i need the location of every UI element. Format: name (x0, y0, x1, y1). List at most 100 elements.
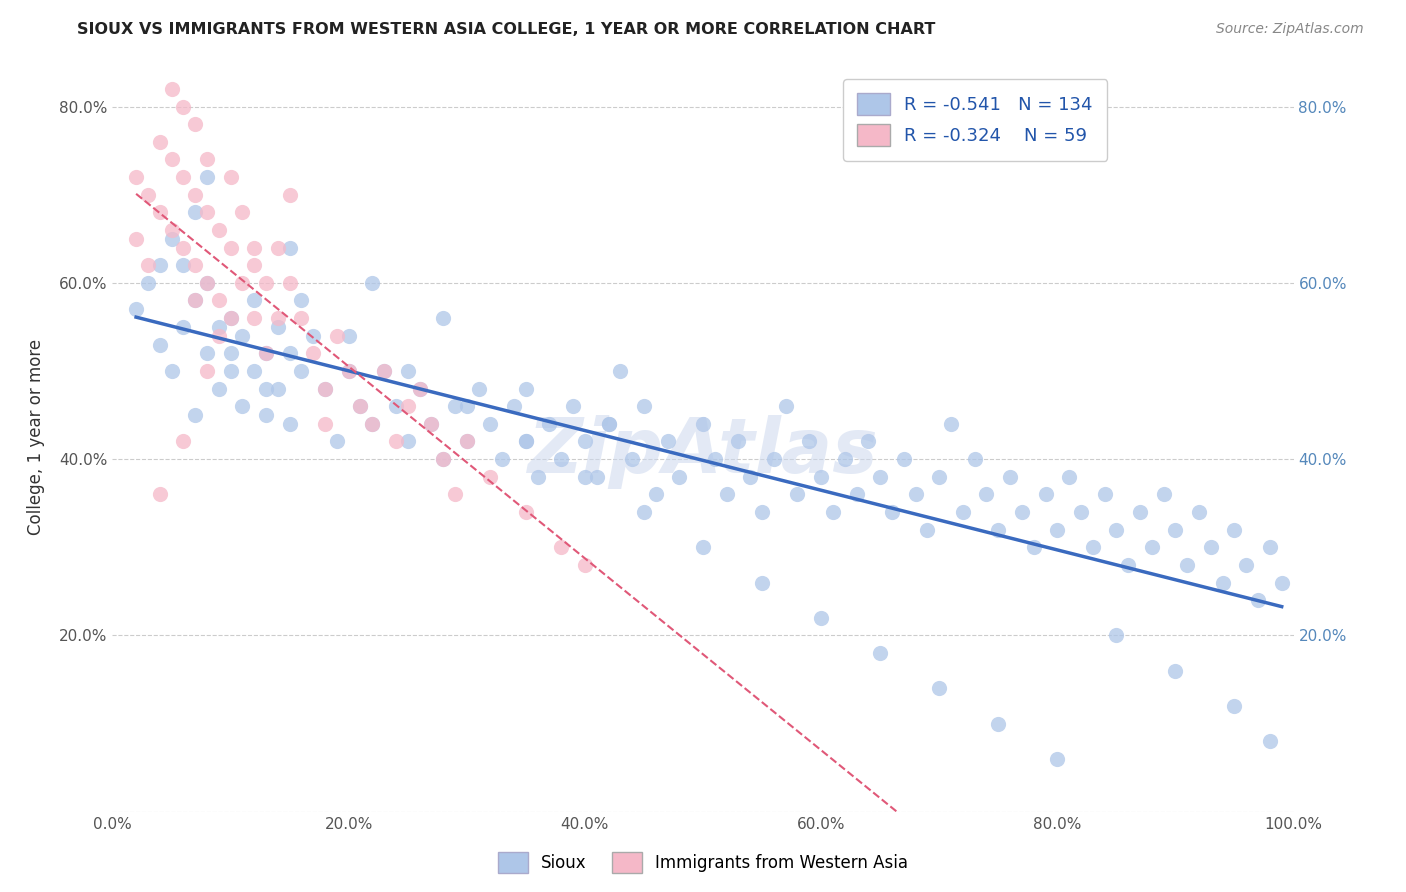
Point (231, 205, 253, 219)
Point (444, 399, 467, 413)
Point (302, 328, 325, 343)
Legend: Sioux, Immigrants from Western Asia: Sioux, Immigrants from Western Asia (491, 846, 915, 880)
Point (160, 232, 183, 246)
Point (420, 417, 443, 431)
Point (869, 646, 891, 660)
Point (160, 82, 183, 96)
Point (456, 434, 478, 449)
Point (361, 276, 384, 290)
Point (668, 469, 690, 483)
Point (503, 399, 526, 413)
Point (184, 293, 207, 308)
Point (574, 434, 596, 449)
Point (598, 417, 620, 431)
Point (574, 558, 596, 572)
Point (692, 541, 714, 555)
Point (184, 293, 207, 308)
Point (963, 452, 986, 467)
Point (467, 382, 489, 396)
Point (243, 364, 266, 378)
Point (834, 452, 856, 467)
Point (858, 434, 880, 449)
Point (821, 505, 844, 519)
Point (456, 399, 478, 413)
Point (644, 487, 666, 501)
Point (1046, 523, 1069, 537)
Point (1129, 505, 1152, 519)
Point (219, 311, 242, 326)
Point (231, 399, 253, 413)
Point (1223, 523, 1246, 537)
Point (1271, 575, 1294, 590)
Point (1247, 593, 1270, 607)
Point (633, 505, 655, 519)
Point (337, 328, 360, 343)
Point (976, 487, 998, 501)
Point (1212, 575, 1234, 590)
Point (208, 293, 231, 308)
Point (585, 469, 607, 483)
Point (385, 434, 408, 449)
Point (149, 337, 172, 351)
Point (208, 328, 231, 343)
Point (845, 487, 868, 501)
Point (1258, 734, 1281, 748)
Point (1011, 505, 1033, 519)
Point (762, 452, 785, 467)
Point (290, 364, 312, 378)
Point (361, 417, 384, 431)
Point (160, 364, 183, 378)
Point (1140, 541, 1163, 555)
Point (657, 434, 679, 449)
Point (243, 241, 266, 255)
Point (231, 276, 253, 290)
Point (278, 346, 301, 360)
Point (621, 452, 644, 467)
Point (172, 258, 194, 272)
Point (1081, 541, 1104, 555)
Point (254, 408, 277, 422)
Point (254, 276, 277, 290)
Point (609, 364, 631, 378)
Point (396, 364, 419, 378)
Point (538, 417, 561, 431)
Point (149, 135, 172, 149)
Point (716, 487, 738, 501)
Point (633, 399, 655, 413)
Point (1234, 558, 1257, 572)
Point (160, 223, 183, 237)
Point (314, 382, 336, 396)
Point (904, 487, 927, 501)
Point (149, 258, 172, 272)
Point (195, 153, 218, 167)
Point (172, 319, 194, 334)
Point (184, 117, 207, 131)
Point (243, 293, 266, 308)
Point (149, 205, 172, 219)
Text: ZipAtlas: ZipAtlas (527, 415, 879, 489)
Point (1175, 558, 1198, 572)
Point (1094, 487, 1116, 501)
Point (219, 364, 242, 378)
Point (208, 223, 231, 237)
Point (893, 452, 915, 467)
Point (1164, 523, 1187, 537)
Point (385, 399, 408, 413)
Point (195, 276, 218, 290)
Point (254, 346, 277, 360)
Point (917, 523, 939, 537)
Point (125, 232, 148, 246)
Point (432, 452, 454, 467)
Point (952, 505, 974, 519)
Point (172, 241, 194, 255)
Point (361, 417, 384, 431)
Point (254, 346, 277, 360)
Point (396, 434, 419, 449)
Point (432, 311, 454, 326)
Point (740, 469, 762, 483)
Point (751, 575, 773, 590)
Point (1105, 523, 1128, 537)
Point (267, 319, 290, 334)
Point (184, 408, 207, 422)
Point (290, 293, 312, 308)
